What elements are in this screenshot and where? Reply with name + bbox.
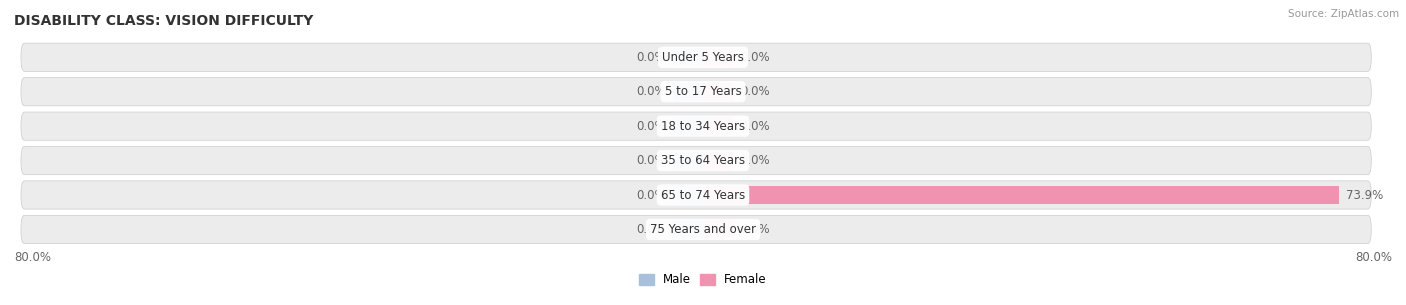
FancyBboxPatch shape <box>21 146 1371 175</box>
Text: Under 5 Years: Under 5 Years <box>662 51 744 64</box>
Text: 80.0%: 80.0% <box>14 251 51 264</box>
Bar <box>703 186 1340 204</box>
Bar <box>703 221 733 239</box>
Bar <box>673 48 703 66</box>
Bar <box>703 152 733 170</box>
Bar <box>673 117 703 135</box>
Text: 0.0%: 0.0% <box>637 51 666 64</box>
Text: 0.0%: 0.0% <box>637 223 666 236</box>
FancyBboxPatch shape <box>21 181 1371 209</box>
Text: 5 to 17 Years: 5 to 17 Years <box>665 85 741 98</box>
Text: 0.0%: 0.0% <box>740 154 769 167</box>
Bar <box>703 48 733 66</box>
Text: 0.0%: 0.0% <box>740 85 769 98</box>
Text: 0.0%: 0.0% <box>637 154 666 167</box>
Text: 35 to 64 Years: 35 to 64 Years <box>661 154 745 167</box>
Bar <box>703 83 733 101</box>
Text: 75 Years and over: 75 Years and over <box>650 223 756 236</box>
FancyBboxPatch shape <box>21 215 1371 244</box>
Text: 0.0%: 0.0% <box>637 85 666 98</box>
Legend: Male, Female: Male, Female <box>634 269 772 291</box>
Bar <box>673 83 703 101</box>
Text: 0.0%: 0.0% <box>637 188 666 202</box>
Text: 0.0%: 0.0% <box>637 120 666 133</box>
FancyBboxPatch shape <box>21 77 1371 106</box>
Text: 73.9%: 73.9% <box>1347 188 1384 202</box>
Text: DISABILITY CLASS: VISION DIFFICULTY: DISABILITY CLASS: VISION DIFFICULTY <box>14 15 314 28</box>
FancyBboxPatch shape <box>21 112 1371 140</box>
Bar <box>703 186 733 204</box>
Text: 0.0%: 0.0% <box>740 120 769 133</box>
Text: Source: ZipAtlas.com: Source: ZipAtlas.com <box>1288 9 1399 19</box>
Text: 0.0%: 0.0% <box>740 51 769 64</box>
Text: 18 to 34 Years: 18 to 34 Years <box>661 120 745 133</box>
Text: 80.0%: 80.0% <box>1355 251 1392 264</box>
FancyBboxPatch shape <box>21 43 1371 71</box>
Bar <box>703 117 733 135</box>
Bar <box>673 186 703 204</box>
Text: 65 to 74 Years: 65 to 74 Years <box>661 188 745 202</box>
Text: 0.0%: 0.0% <box>740 223 769 236</box>
Bar <box>673 152 703 170</box>
Bar <box>673 221 703 239</box>
